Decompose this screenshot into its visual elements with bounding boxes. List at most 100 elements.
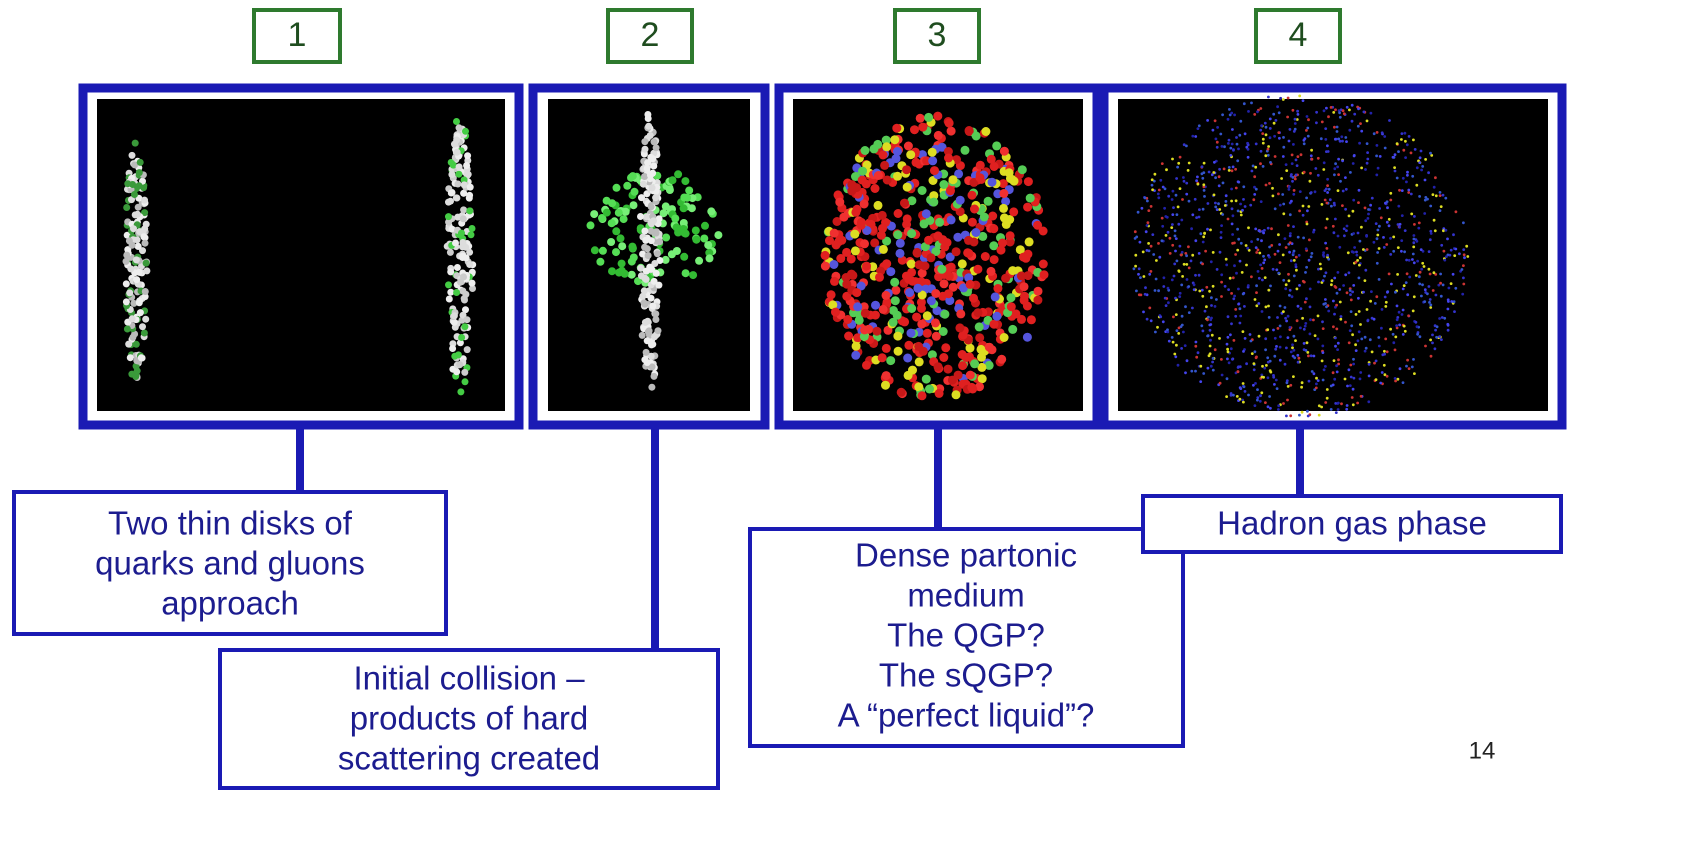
particle: [131, 191, 138, 198]
particle: [1310, 154, 1313, 157]
particle: [1200, 324, 1203, 327]
particle: [1453, 300, 1456, 303]
particle: [643, 213, 650, 220]
particle: [923, 329, 932, 338]
particle: [1395, 324, 1398, 327]
particle: [1317, 315, 1320, 318]
particle: [961, 146, 970, 155]
particle: [1145, 230, 1148, 233]
particle: [1324, 138, 1327, 141]
particle: [1296, 354, 1299, 357]
particle: [1307, 135, 1310, 138]
particle: [1306, 127, 1309, 130]
particle: [1303, 348, 1306, 351]
particle: [1384, 338, 1387, 341]
particle: [1337, 173, 1340, 176]
particle: [1164, 187, 1167, 190]
particle: [1244, 337, 1247, 340]
particle: [1161, 239, 1164, 242]
particle: [999, 204, 1008, 213]
caption-line: approach: [161, 585, 299, 622]
particle: [1332, 225, 1335, 228]
particle: [1333, 173, 1336, 176]
particle: [1231, 223, 1234, 226]
particle: [858, 167, 867, 176]
particle: [1352, 251, 1355, 254]
particle: [680, 204, 688, 212]
particle: [1322, 279, 1325, 282]
particle: [1138, 267, 1141, 270]
particle: [1276, 387, 1279, 390]
particle: [1202, 330, 1205, 333]
particle: [1262, 165, 1265, 168]
particle: [1161, 225, 1164, 228]
particle: [1225, 200, 1228, 203]
particle: [137, 309, 144, 316]
particle: [1194, 239, 1197, 242]
particle: [878, 353, 887, 362]
particle: [1173, 353, 1176, 356]
particle: [1407, 191, 1410, 194]
particle: [1214, 119, 1217, 122]
particle: [871, 301, 880, 310]
particle: [821, 251, 830, 260]
particle: [1413, 261, 1416, 264]
particle: [1197, 183, 1200, 186]
particle: [1416, 260, 1419, 263]
particle: [1442, 284, 1445, 287]
particle: [1466, 255, 1469, 258]
particle: [1453, 254, 1456, 257]
particle: [1444, 197, 1447, 200]
particle: [918, 186, 927, 195]
particle: [641, 138, 648, 145]
particle: [1378, 278, 1381, 281]
particle: [1297, 305, 1300, 308]
particle: [1383, 135, 1386, 138]
particle: [1267, 405, 1270, 408]
particle: [135, 243, 142, 250]
particle: [1396, 177, 1399, 180]
particle: [1198, 290, 1201, 293]
particle: [1169, 237, 1172, 240]
particle: [1226, 377, 1229, 380]
particle: [1239, 386, 1242, 389]
particle: [1462, 221, 1465, 224]
particle: [1214, 305, 1217, 308]
particle: [1269, 118, 1272, 121]
particle: [1250, 102, 1253, 105]
particle: [714, 231, 722, 239]
particle: [1272, 195, 1275, 198]
particle: [1154, 173, 1157, 176]
particle: [1390, 283, 1393, 286]
particle: [974, 308, 983, 317]
particle: [1206, 228, 1209, 231]
particle: [1394, 291, 1397, 294]
particle: [1428, 301, 1431, 304]
particle: [1239, 260, 1242, 263]
particle: [1424, 179, 1427, 182]
particle: [1327, 115, 1330, 118]
particle: [1204, 310, 1207, 313]
particle: [1188, 200, 1191, 203]
particle: [1320, 137, 1323, 140]
particle: [1264, 276, 1267, 279]
particle: [707, 207, 715, 215]
particle: [466, 261, 473, 268]
particle: [1255, 246, 1258, 249]
particle: [1207, 202, 1210, 205]
particle: [1227, 336, 1230, 339]
particle: [628, 271, 636, 279]
particle: [643, 349, 650, 356]
particle: [138, 354, 145, 361]
particle: [1247, 284, 1250, 287]
particle: [1235, 199, 1238, 202]
particle: [1367, 213, 1370, 216]
particle: [642, 319, 649, 326]
particle: [464, 346, 471, 353]
particle: [1253, 368, 1256, 371]
particle: [900, 317, 909, 326]
particle: [1389, 237, 1392, 240]
particle: [1171, 279, 1174, 282]
particle: [1170, 226, 1173, 229]
particle: [1419, 156, 1422, 159]
